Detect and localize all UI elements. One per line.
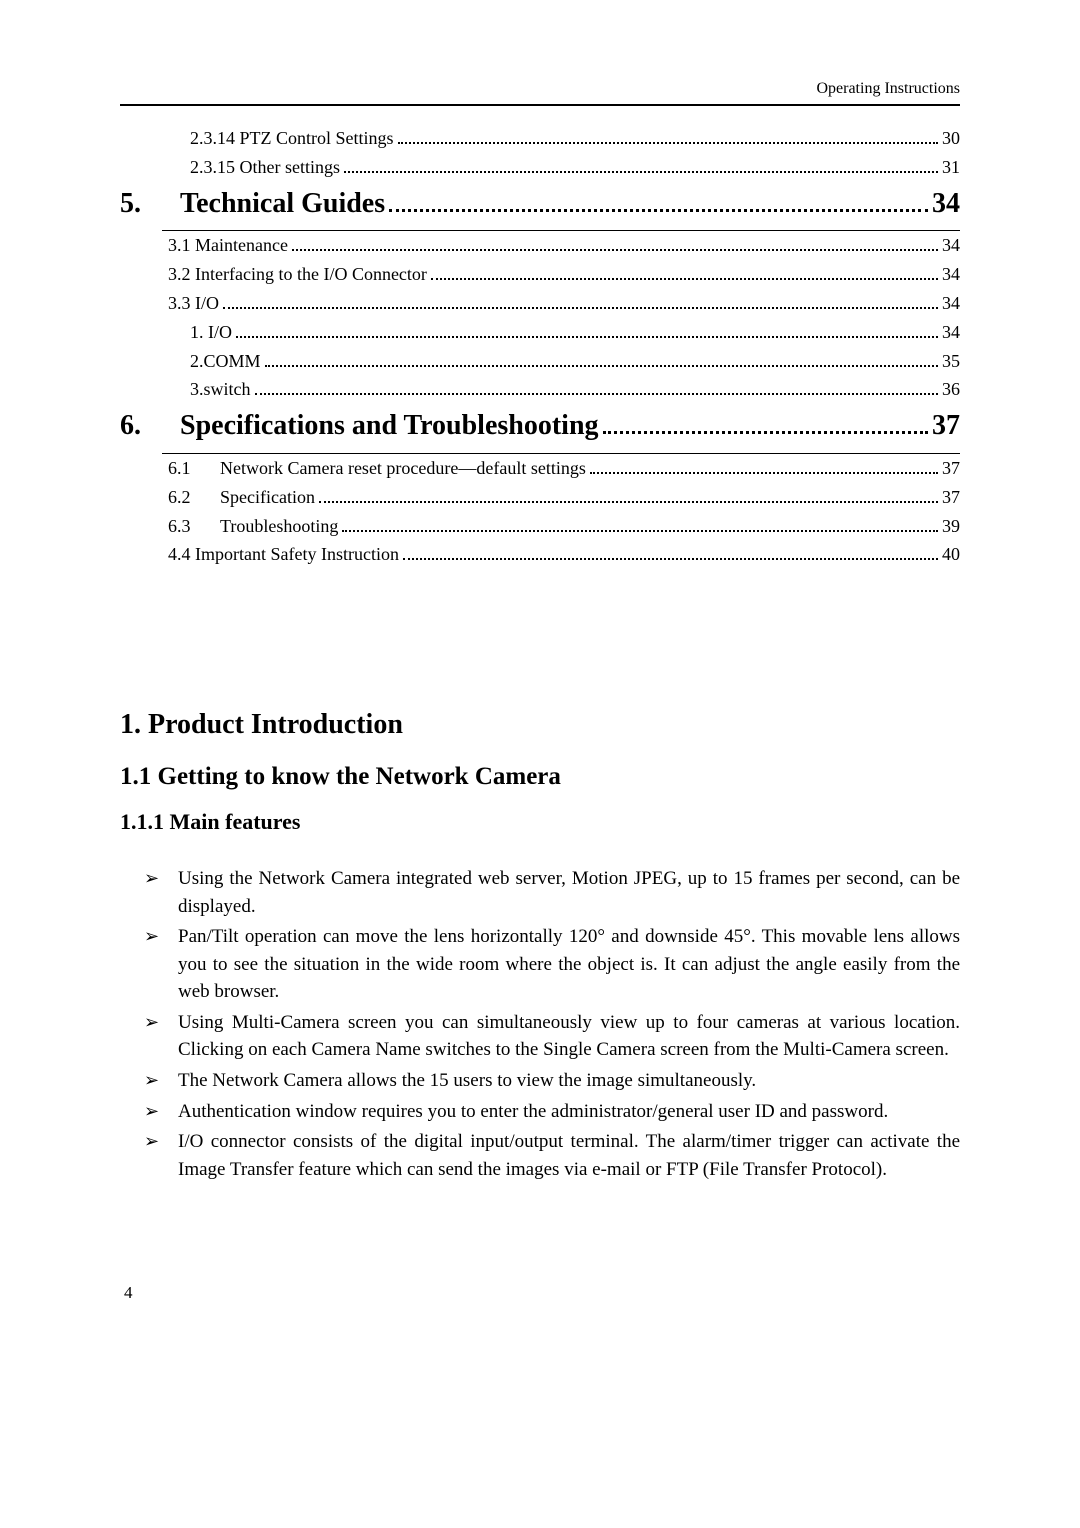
toc-leader (236, 336, 938, 338)
page: Operating Instructions 2.3.14 PTZ Contro… (0, 0, 1080, 1363)
toc-label: 1. I/O (190, 318, 232, 347)
heading-3: 1.1.1 Main features (120, 809, 960, 835)
toc-leader (431, 278, 938, 280)
toc-leader (223, 307, 938, 309)
toc-label: 4.4 Important Safety Instruction (168, 540, 399, 569)
toc-page: 37 (942, 454, 960, 483)
toc-label: Specification (220, 483, 315, 512)
toc-page: 35 (942, 347, 960, 376)
feature-item: Pan/Tilt operation can move the lens hor… (144, 923, 960, 1006)
toc-entry: 6.1 Network Camera reset procedure—defau… (168, 454, 960, 483)
toc-leader (398, 142, 938, 144)
toc-page: 34 (942, 318, 960, 347)
toc-entry: 6.2 Specification 37 (168, 483, 960, 512)
toc-leader (590, 472, 938, 474)
toc-page: 40 (942, 540, 960, 569)
toc-page: 36 (942, 375, 960, 404)
toc-entry: 2.3.14 PTZ Control Settings 30 (190, 124, 960, 153)
toc-index: 6.2 (168, 483, 220, 512)
feature-list: Using the Network Camera integrated web … (120, 865, 960, 1183)
toc-entry: 4.4 Important Safety Instruction 40 (168, 540, 960, 569)
toc-entry: 1. I/O 34 (190, 318, 960, 347)
toc-page: 37 (942, 483, 960, 512)
toc-page: 39 (942, 512, 960, 541)
toc-label: Network Camera reset procedure—default s… (220, 454, 586, 483)
toc-leader (344, 171, 938, 173)
toc-entry: 3.1 Maintenance 34 (168, 231, 960, 260)
toc-section-header: 5. Technical Guides 34 (162, 182, 960, 232)
toc-entry: 6.3 Troubleshooting 39 (168, 512, 960, 541)
toc-label: 2.3.15 Other settings (190, 153, 340, 182)
toc-section-page: 37 (932, 404, 960, 449)
feature-item: The Network Camera allows the 15 users t… (144, 1067, 960, 1095)
toc-label: 3.2 Interfacing to the I/O Connector (168, 260, 427, 289)
toc-entry: 3.2 Interfacing to the I/O Connector 34 (168, 260, 960, 289)
toc-entry: 2.COMM 35 (190, 347, 960, 376)
toc-leader (292, 249, 938, 251)
toc-page: 31 (942, 153, 960, 182)
toc-label: 2.COMM (190, 347, 261, 376)
feature-item: Authentication window requires you to en… (144, 1098, 960, 1126)
toc-entry: 3.3 I/O 34 (168, 289, 960, 318)
feature-item: Using Multi-Camera screen you can simult… (144, 1009, 960, 1064)
toc-label: 3.switch (190, 375, 251, 404)
toc-label: 3.3 I/O (168, 289, 219, 318)
toc-label: Troubleshooting (220, 512, 338, 541)
running-header: Operating Instructions (120, 80, 960, 106)
toc-leader (389, 209, 928, 212)
toc-page: 30 (942, 124, 960, 153)
toc-block: 2.3.14 PTZ Control Settings 30 2.3.15 Ot… (162, 124, 960, 569)
heading-2: 1.1 Getting to know the Network Camera (120, 763, 960, 791)
feature-item: I/O connector consists of the digital in… (144, 1128, 960, 1183)
toc-section-title: Specifications and Troubleshooting (180, 404, 599, 449)
toc-section-header: 6. Specifications and Troubleshooting 37 (162, 404, 960, 454)
toc-leader (342, 530, 938, 532)
toc-page: 34 (942, 289, 960, 318)
heading-1: 1. Product Introduction (120, 709, 960, 741)
toc-leader (319, 501, 938, 503)
toc-label: 3.1 Maintenance (168, 231, 288, 260)
toc-label: 2.3.14 PTZ Control Settings (190, 124, 394, 153)
page-number: 4 (120, 1283, 960, 1303)
toc-page: 34 (942, 260, 960, 289)
toc-section-number: 6. (120, 404, 152, 449)
toc-index: 6.1 (168, 454, 220, 483)
toc-leader (255, 393, 939, 395)
toc-leader (265, 365, 938, 367)
feature-item: Using the Network Camera integrated web … (144, 865, 960, 920)
toc-leader (403, 558, 938, 560)
toc-page: 34 (942, 231, 960, 260)
toc-section-number: 5. (120, 182, 152, 227)
toc-section-page: 34 (932, 182, 960, 227)
toc-index: 6.3 (168, 512, 220, 541)
toc-entry: 3.switch 36 (190, 375, 960, 404)
toc-leader (603, 431, 928, 434)
toc-entry: 2.3.15 Other settings 31 (190, 153, 960, 182)
toc-section-title: Technical Guides (180, 182, 385, 227)
